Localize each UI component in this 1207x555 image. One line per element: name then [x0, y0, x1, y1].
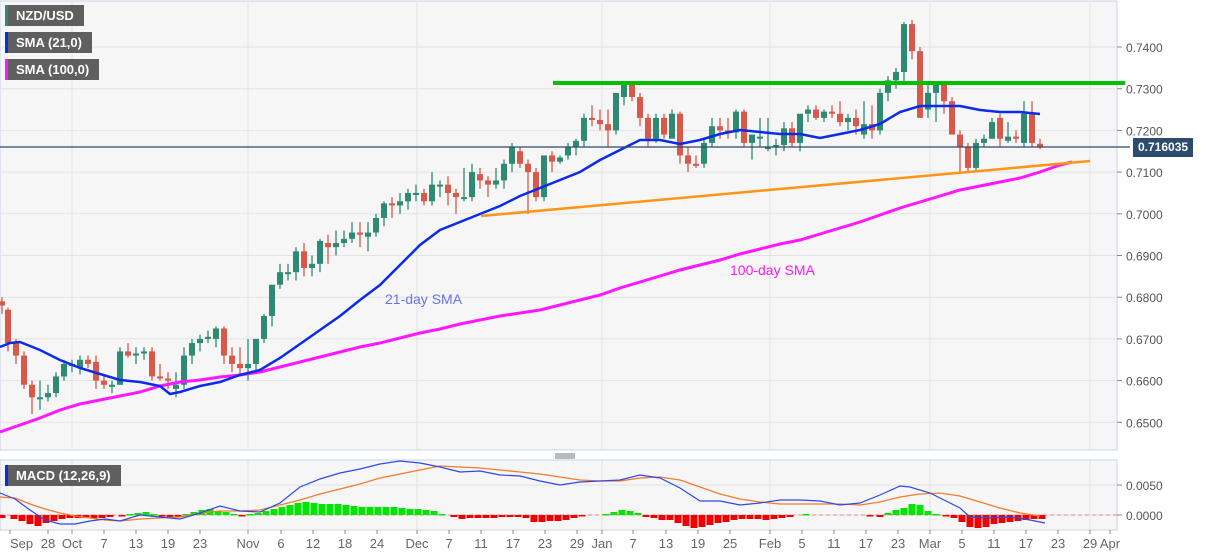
price-axis: 0.7400 0.7300 0.7200 0.7100 0.7000 0.6900 0.68… — [1117, 41, 1163, 430]
svg-text:5: 5 — [958, 536, 965, 551]
svg-text:19: 19 — [691, 536, 705, 551]
sma21-line — [0, 104, 1041, 396]
svg-text:0.7200: 0.7200 — [1126, 124, 1163, 138]
svg-text:11: 11 — [827, 536, 841, 551]
svg-text:17: 17 — [859, 536, 873, 551]
svg-text:0.6800: 0.6800 — [1126, 291, 1163, 305]
current-price-tag: 0.716035 — [1133, 138, 1194, 157]
svg-text:7: 7 — [445, 536, 452, 551]
svg-text:0.7000: 0.7000 — [1126, 208, 1163, 222]
legend-sma21[interactable]: SMA (21,0) — [5, 32, 92, 53]
svg-text:29: 29 — [570, 536, 584, 551]
macd-axis: 0.0050 0.0000 — [1117, 479, 1163, 523]
svg-text:13: 13 — [129, 536, 143, 551]
svg-text:0.6600: 0.6600 — [1126, 375, 1163, 389]
legend-sma100[interactable]: SMA (100,0) — [5, 59, 100, 80]
macd-signal-line — [0, 465, 1041, 522]
legend-symbol[interactable]: NZD/USD — [5, 5, 84, 26]
svg-text:Apr: Apr — [1100, 536, 1121, 551]
svg-text:0.6700: 0.6700 — [1126, 333, 1163, 347]
svg-text:0.7100: 0.7100 — [1126, 166, 1163, 180]
svg-text:0.6900: 0.6900 — [1126, 250, 1163, 264]
svg-text:23: 23 — [891, 536, 905, 551]
svg-text:25: 25 — [723, 536, 737, 551]
date-axis: Sep 28 Oct 7 13 19 23 Nov 6 12 18 24 Dec 7 11 17 23 29 Jan… — [9, 530, 1121, 551]
svg-text:23: 23 — [538, 536, 552, 551]
candlesticks — [0, 19, 1043, 414]
svg-text:18: 18 — [338, 536, 352, 551]
legend-macd[interactable]: MACD (12,26,9) — [5, 465, 121, 486]
horizontal-grid — [0, 46, 1117, 516]
svg-text:17: 17 — [1019, 536, 1033, 551]
macd-line — [0, 460, 1046, 525]
panel-resize-handle[interactable] — [555, 453, 575, 459]
svg-text:0.7300: 0.7300 — [1126, 83, 1163, 97]
sma100-annotation: 100-day SMA — [730, 262, 815, 278]
svg-text:23: 23 — [1051, 536, 1065, 551]
svg-text:5: 5 — [798, 536, 805, 551]
svg-text:Oct: Oct — [62, 536, 83, 551]
support-trendline[interactable] — [480, 159, 1091, 218]
svg-text:Mar: Mar — [919, 536, 942, 551]
svg-text:0.6500: 0.6500 — [1126, 416, 1163, 430]
svg-text:7: 7 — [629, 536, 636, 551]
svg-text:11: 11 — [474, 536, 488, 551]
sma100-line — [0, 160, 1073, 434]
macd-histogram — [0, 502, 1046, 528]
svg-text:Jan: Jan — [592, 536, 613, 551]
svg-text:7: 7 — [100, 536, 107, 551]
legend-sma21-label: SMA (21,0) — [16, 35, 82, 50]
svg-text:13: 13 — [659, 536, 673, 551]
svg-text:Dec: Dec — [405, 536, 429, 551]
legend-macd-label: MACD (12,26,9) — [16, 468, 111, 483]
svg-text:24: 24 — [370, 536, 384, 551]
svg-text:17: 17 — [506, 536, 520, 551]
sma21-annotation: 21-day SMA — [385, 291, 463, 307]
svg-text:0.0050: 0.0050 — [1126, 479, 1163, 493]
svg-text:6: 6 — [277, 536, 284, 551]
legend-sma100-label: SMA (100,0) — [16, 62, 90, 77]
svg-text:19: 19 — [161, 536, 175, 551]
legend-symbol-label: NZD/USD — [16, 8, 74, 23]
svg-text:0.7400: 0.7400 — [1126, 41, 1163, 55]
svg-text:11: 11 — [987, 536, 1001, 551]
svg-text:12: 12 — [306, 536, 320, 551]
svg-text:0.0000: 0.0000 — [1126, 509, 1163, 523]
svg-text:28: 28 — [41, 536, 55, 551]
svg-text:Sep: Sep — [10, 536, 33, 551]
svg-text:Feb: Feb — [759, 536, 781, 551]
svg-text:29: 29 — [1083, 536, 1097, 551]
svg-text:23: 23 — [193, 536, 207, 551]
svg-text:Nov: Nov — [236, 536, 260, 551]
